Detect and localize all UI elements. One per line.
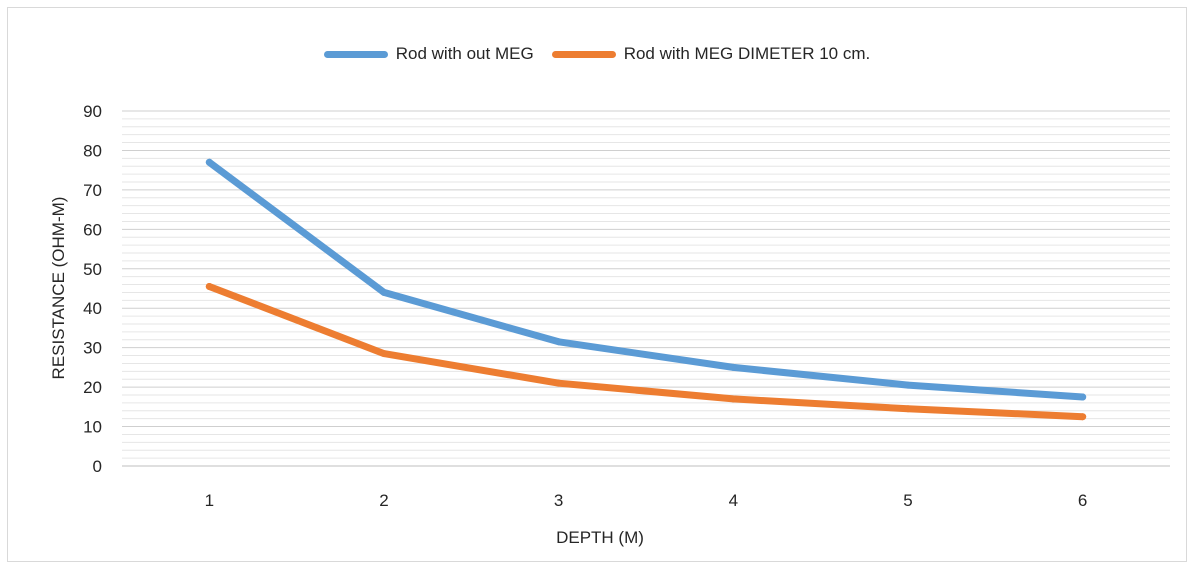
y-tick-label: 90 [83,102,102,121]
series-lines [205,158,1087,421]
data-point-series-1[interactable] [205,158,213,166]
data-point-series-2[interactable] [1079,413,1087,421]
x-axis-ticks: 1 2 3 4 5 6 [205,491,1088,510]
x-tick-label: 6 [1078,491,1087,510]
legend-swatch-series-1 [323,50,388,58]
data-point-series-2[interactable] [205,283,213,291]
y-tick-label: 0 [93,457,102,476]
data-point-series-1[interactable] [1079,393,1087,401]
x-tick-label: 1 [205,491,214,510]
y-tick-label: 60 [83,220,102,239]
y-tick-label: 70 [83,181,102,200]
legend-item-series-1[interactable]: Rod with out MEG [323,44,534,64]
legend-label-series-1: Rod with out MEG [395,44,534,63]
x-tick-label: 5 [903,491,912,510]
legend-swatch-series-2 [551,50,616,58]
x-tick-label: 3 [554,491,563,510]
legend-label-series-2: Rod with MEG DIMETER 10 cm. [623,44,871,63]
y-tick-label: 80 [83,141,102,160]
chart-legend: Rod with out MEG Rod with MEG DIMETER 10… [0,44,1194,64]
data-point-series-2[interactable] [380,350,388,358]
y-tick-label: 20 [83,378,102,397]
y-axis-title: RESISTANCE (OHM-M) [49,197,68,380]
y-axis-ticks: 0 10 20 30 40 50 60 70 80 90 [83,102,102,476]
data-point-series-1[interactable] [380,288,388,296]
data-point-series-2[interactable] [729,395,737,403]
data-point-series-2[interactable] [904,405,912,413]
data-point-series-1[interactable] [729,363,737,371]
series-line-2[interactable] [205,283,1087,421]
x-axis-title: DEPTH (M) [556,528,644,547]
y-tick-label: 40 [83,299,102,318]
y-tick-label: 50 [83,260,102,279]
y-tick-label: 10 [83,418,102,437]
data-point-series-2[interactable] [555,379,563,387]
x-tick-label: 4 [729,491,738,510]
data-point-series-1[interactable] [555,338,563,346]
series-line-1[interactable] [205,158,1087,401]
legend-item-series-2[interactable]: Rod with MEG DIMETER 10 cm. [551,44,871,64]
x-tick-label: 2 [379,491,388,510]
y-tick-label: 30 [83,339,102,358]
data-point-series-1[interactable] [904,381,912,389]
